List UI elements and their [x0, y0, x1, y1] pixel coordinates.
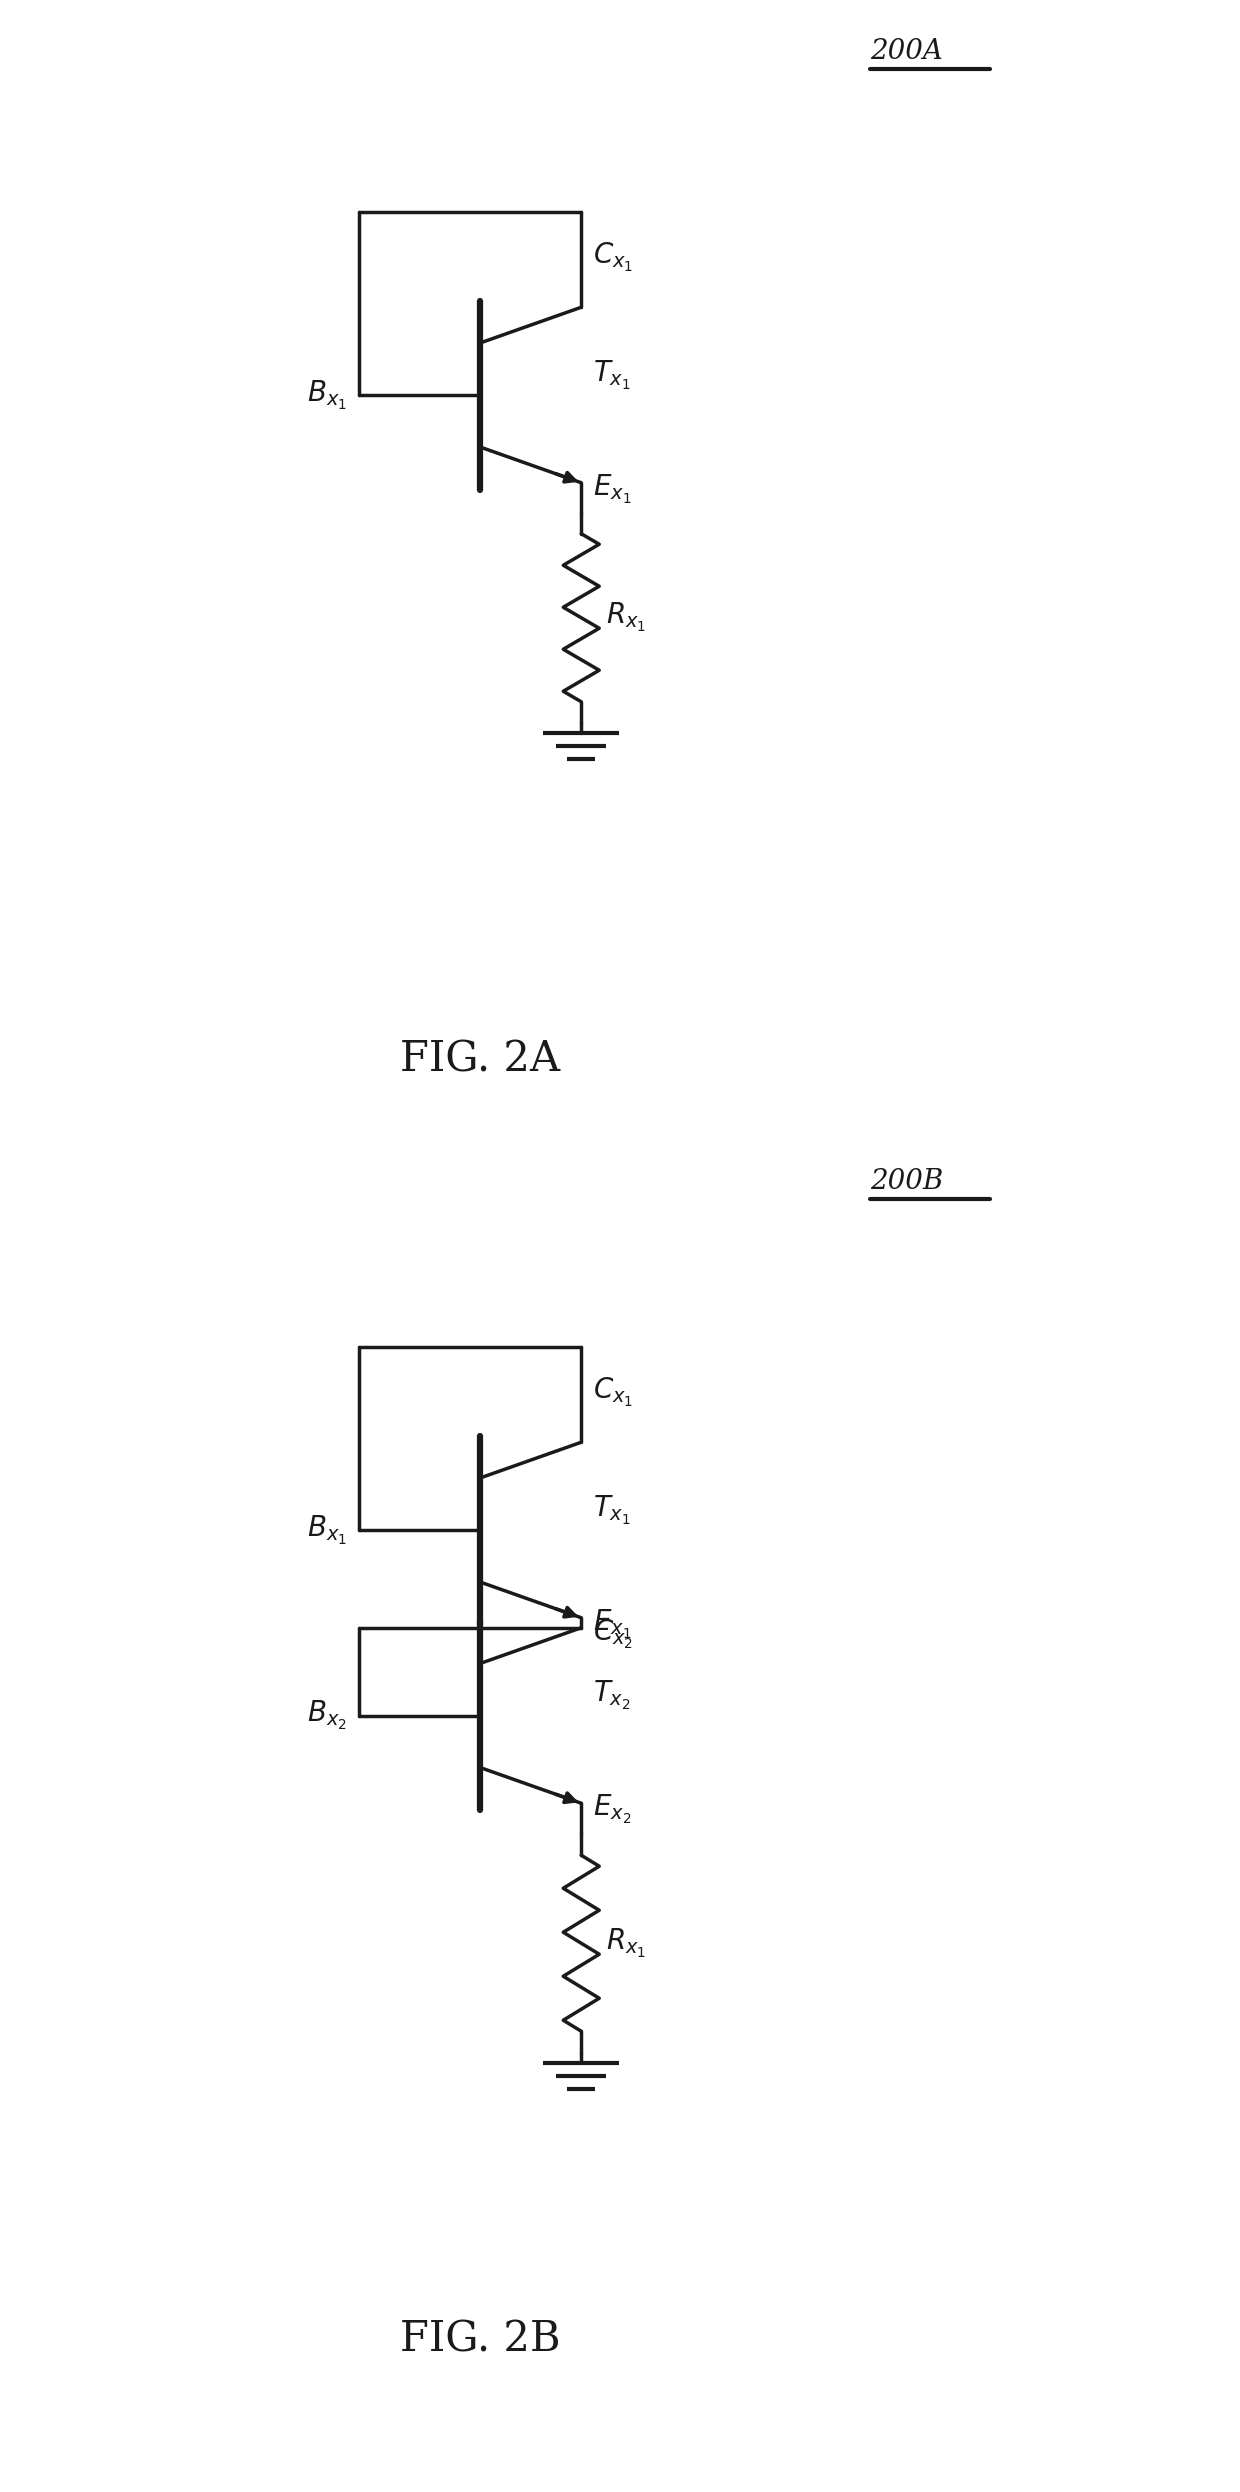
Text: $B_{x_2}$: $B_{x_2}$ [306, 1700, 346, 1732]
Text: $E_{x_1}$: $E_{x_1}$ [593, 1607, 631, 1640]
Text: $T_{x_1}$: $T_{x_1}$ [593, 1493, 631, 1528]
Text: $R_{x_1}$: $R_{x_1}$ [606, 601, 646, 635]
Text: $C_{x_2}$: $C_{x_2}$ [593, 1617, 634, 1650]
Text: $T_{x_2}$: $T_{x_2}$ [593, 1680, 631, 1712]
Text: $C_{x_1}$: $C_{x_1}$ [593, 242, 634, 274]
Text: $C_{x_1}$: $C_{x_1}$ [593, 1376, 634, 1408]
Text: 200A: 200A [870, 37, 942, 65]
Text: $E_{x_1}$: $E_{x_1}$ [593, 473, 631, 506]
Text: $B_{x_1}$: $B_{x_1}$ [306, 379, 346, 411]
Text: $B_{x_1}$: $B_{x_1}$ [306, 1513, 346, 1548]
Text: $T_{x_1}$: $T_{x_1}$ [593, 359, 631, 391]
Text: FIG. 2B: FIG. 2B [399, 2320, 560, 2360]
Text: $R_{x_1}$: $R_{x_1}$ [606, 1926, 646, 1959]
Text: 200B: 200B [870, 1169, 944, 1196]
Text: FIG. 2A: FIG. 2A [401, 1039, 560, 1082]
Text: $E_{x_2}$: $E_{x_2}$ [593, 1794, 631, 1827]
